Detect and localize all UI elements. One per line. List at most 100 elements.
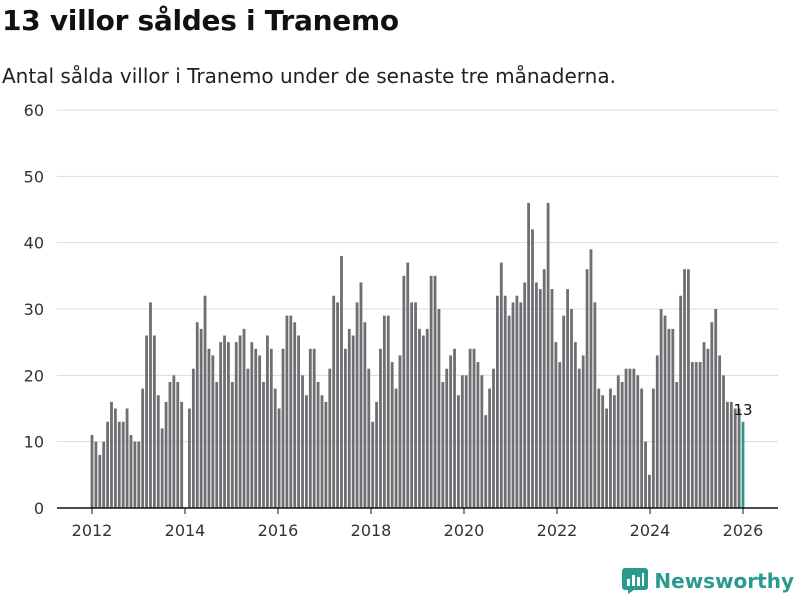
bar	[410, 302, 414, 508]
bar	[445, 368, 449, 508]
bar	[359, 282, 363, 508]
bar	[390, 362, 394, 508]
bar	[648, 474, 651, 508]
bar	[437, 309, 441, 508]
bar	[301, 375, 304, 508]
bar	[340, 255, 343, 508]
bar	[328, 368, 332, 508]
bar	[398, 355, 402, 508]
bar	[570, 309, 573, 508]
bar	[636, 375, 640, 508]
bar	[546, 202, 550, 508]
bar	[737, 408, 741, 508]
bar	[149, 302, 152, 508]
bar	[160, 428, 164, 508]
bar	[441, 381, 445, 508]
bar	[414, 302, 417, 508]
bar	[527, 202, 531, 508]
y-tick-label: 10	[24, 433, 44, 452]
bar	[476, 362, 480, 508]
bar	[117, 421, 121, 508]
x-tick-label: 2020	[444, 521, 485, 540]
bar	[702, 342, 706, 508]
bar	[433, 275, 437, 508]
x-tick-label: 2022	[537, 521, 578, 540]
bar	[628, 368, 632, 508]
bar	[421, 335, 425, 508]
bar	[273, 388, 277, 508]
bar	[246, 368, 250, 508]
bar	[102, 441, 106, 508]
bar	[121, 421, 125, 508]
bar	[293, 322, 297, 508]
newsworthy-logo: Newsworthy	[622, 568, 794, 594]
bar	[718, 355, 722, 508]
bar	[269, 348, 273, 508]
bar	[199, 328, 203, 508]
bar	[558, 362, 562, 508]
bar	[172, 375, 176, 508]
chart-title: 13 villor såldes i Tranemo	[2, 4, 399, 37]
bar	[710, 322, 714, 508]
bar	[550, 289, 554, 508]
bar	[542, 269, 546, 508]
bar	[698, 362, 702, 508]
bar	[215, 381, 219, 508]
bar	[343, 348, 347, 508]
bar	[488, 388, 492, 508]
bar	[223, 335, 226, 508]
bar	[655, 355, 659, 508]
bar	[671, 328, 675, 508]
bar	[667, 328, 671, 508]
bar	[484, 415, 488, 508]
bar	[640, 388, 644, 508]
bar	[472, 348, 476, 508]
bar	[624, 368, 628, 508]
x-tick-label: 2016	[258, 521, 299, 540]
bar	[402, 275, 406, 508]
bar	[227, 342, 230, 508]
bar	[332, 295, 336, 508]
bar	[457, 395, 460, 508]
bar	[612, 395, 616, 508]
bar	[706, 348, 710, 508]
bar	[277, 408, 281, 508]
x-tick-label: 2024	[630, 521, 671, 540]
bar	[355, 302, 359, 508]
bar	[133, 441, 137, 508]
bar	[382, 315, 386, 508]
bar	[683, 269, 686, 508]
bar	[690, 362, 694, 508]
bar	[312, 348, 316, 508]
bar	[577, 368, 581, 508]
bar	[605, 408, 608, 508]
bar	[234, 342, 238, 508]
bar	[250, 342, 254, 508]
x-tick-label: 2026	[723, 521, 764, 540]
bar	[141, 388, 145, 508]
bar	[562, 315, 566, 508]
bar	[644, 441, 647, 508]
bar	[714, 309, 718, 508]
bar	[632, 368, 636, 508]
bar	[499, 262, 503, 508]
bar	[722, 375, 725, 508]
bar	[316, 381, 320, 508]
bar	[129, 435, 133, 508]
y-tick-label: 0	[34, 499, 44, 518]
bar	[566, 289, 569, 508]
bar	[554, 342, 558, 508]
bar	[110, 401, 113, 508]
bar	[191, 368, 195, 508]
bar	[152, 335, 156, 508]
bar	[125, 408, 129, 508]
bar	[675, 381, 679, 508]
bar	[659, 309, 663, 508]
bar	[113, 408, 117, 508]
bar	[168, 381, 172, 508]
bar	[308, 348, 312, 508]
x-tick-label: 2014	[165, 521, 206, 540]
bar	[496, 295, 499, 508]
bar	[468, 348, 472, 508]
